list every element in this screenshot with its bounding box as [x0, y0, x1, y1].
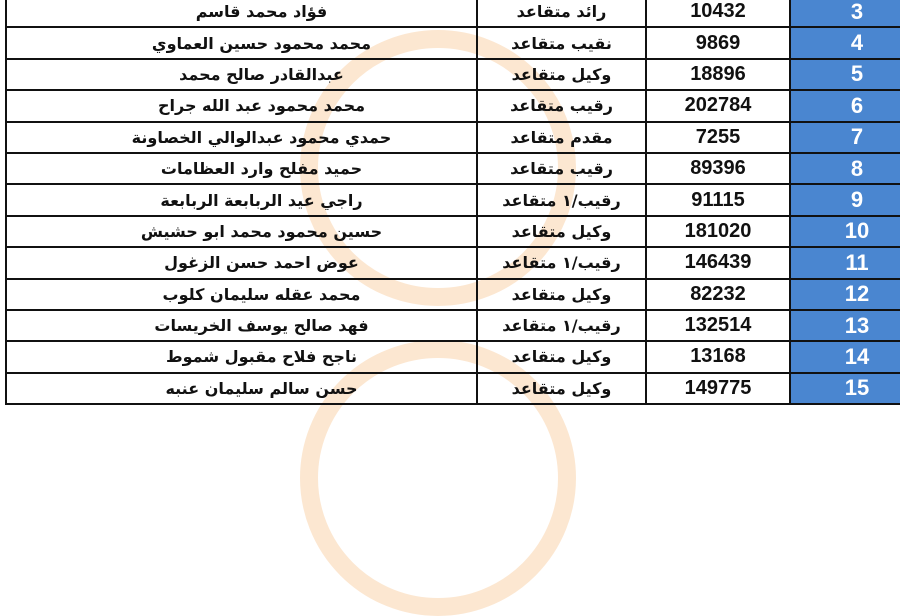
rank-cell: وكيل متقاعد [476, 371, 647, 406]
number-cell: 13168 [645, 340, 791, 374]
index-cell: 12 [789, 277, 900, 311]
table-row: محمد محمود عبد الله جراح رقيب متقاعد 20278… [5, 89, 900, 123]
rank-cell: وكيل متقاعد [476, 214, 647, 249]
number-cell: 10432 [645, 0, 791, 29]
table-row: ناجح فلاح مقبول شموط وكيل متقاعد 13168 14 [5, 340, 900, 374]
rank-cell: مقدم متقاعد [476, 120, 647, 154]
name-cell: محمد عقله سليمان كلوب [5, 277, 478, 311]
table-row: حسن سالم سليمان عنبه وكيل متقاعد 149775 15 [5, 371, 900, 406]
rank-cell: رقيب/١ متقاعد [476, 246, 647, 280]
index-cell: 6 [789, 89, 900, 123]
table-row: عوض احمد حسن الزغول رقيب/١ متقاعد 146439 11 [5, 246, 900, 280]
name-cell: فؤاد محمد قاسم [5, 0, 478, 29]
rank-cell: وكيل متقاعد [476, 340, 647, 374]
number-cell: 202784 [645, 89, 791, 123]
number-cell: 91115 [645, 183, 791, 217]
rank-cell: وكيل متقاعد [476, 277, 647, 311]
index-cell: 9 [789, 183, 900, 217]
name-cell: حسن سالم سليمان عنبه [5, 371, 478, 406]
table-row: حسين محمود محمد ابو حشيش وكيل متقاعد 18102… [5, 214, 900, 249]
name-cell: محمد محمود عبد الله جراح [5, 89, 478, 123]
rank-cell: رقيب متقاعد [476, 89, 647, 123]
number-cell: 146439 [645, 246, 791, 280]
table-row: راجي عيد الربابعة الربابعة رقيب/١ متقاعد 9… [5, 183, 900, 217]
table-row: عبدالقادر صالح محمد وكيل متقاعد 18896 5 [5, 57, 900, 92]
index-cell: 10 [789, 214, 900, 249]
index-cell: 14 [789, 340, 900, 374]
table-row: فؤاد محمد قاسم رائد متقاعد 10432 3 [5, 0, 900, 29]
table-row: فهد صالح يوسف الخريسات رقيب/١ متقاعد 13251… [5, 308, 900, 343]
table-row: حمدي محمود عبدالوالي الخصاونة مقدم متقاعد… [5, 120, 900, 154]
name-cell: عبدالقادر صالح محمد [5, 57, 478, 92]
index-cell: 7 [789, 120, 900, 154]
number-cell: 7255 [645, 120, 791, 154]
rank-cell: رقيب/١ متقاعد [476, 183, 647, 217]
table-row: حميد مفلح وارد العظامات رقيب متقاعد 89396 8 [5, 151, 900, 186]
table-row: محمد محمود حسين العماوي نقيب متقاعد 9869 4 [5, 26, 900, 60]
name-cell: فهد صالح يوسف الخريسات [5, 308, 478, 343]
index-cell: 15 [789, 371, 900, 406]
number-cell: 82232 [645, 277, 791, 311]
index-cell: 4 [789, 26, 900, 60]
number-cell: 18896 [645, 57, 791, 92]
index-cell: 3 [789, 0, 900, 29]
retirees-table: فؤاد محمد قاسم رائد متقاعد 10432 3 محمد محمو… [5, 0, 900, 406]
index-cell: 8 [789, 151, 900, 186]
rank-cell: رائد متقاعد [476, 0, 647, 29]
name-cell: حميد مفلح وارد العظامات [5, 151, 478, 186]
number-cell: 181020 [645, 214, 791, 249]
name-cell: راجي عيد الربابعة الربابعة [5, 183, 478, 217]
number-cell: 132514 [645, 308, 791, 343]
rank-cell: رقيب متقاعد [476, 151, 647, 186]
index-cell: 13 [789, 308, 900, 343]
number-cell: 149775 [645, 371, 791, 406]
rank-cell: رقيب/١ متقاعد [476, 308, 647, 343]
number-cell: 9869 [645, 26, 791, 60]
index-cell: 11 [789, 246, 900, 280]
rank-cell: نقيب متقاعد [476, 26, 647, 60]
name-cell: حسين محمود محمد ابو حشيش [5, 214, 478, 249]
name-cell: ناجح فلاح مقبول شموط [5, 340, 478, 374]
number-cell: 89396 [645, 151, 791, 186]
name-cell: حمدي محمود عبدالوالي الخصاونة [5, 120, 478, 154]
index-cell: 5 [789, 57, 900, 92]
name-cell: محمد محمود حسين العماوي [5, 26, 478, 60]
table-row: محمد عقله سليمان كلوب وكيل متقاعد 82232 12 [5, 277, 900, 311]
rank-cell: وكيل متقاعد [476, 57, 647, 92]
name-cell: عوض احمد حسن الزغول [5, 246, 478, 280]
